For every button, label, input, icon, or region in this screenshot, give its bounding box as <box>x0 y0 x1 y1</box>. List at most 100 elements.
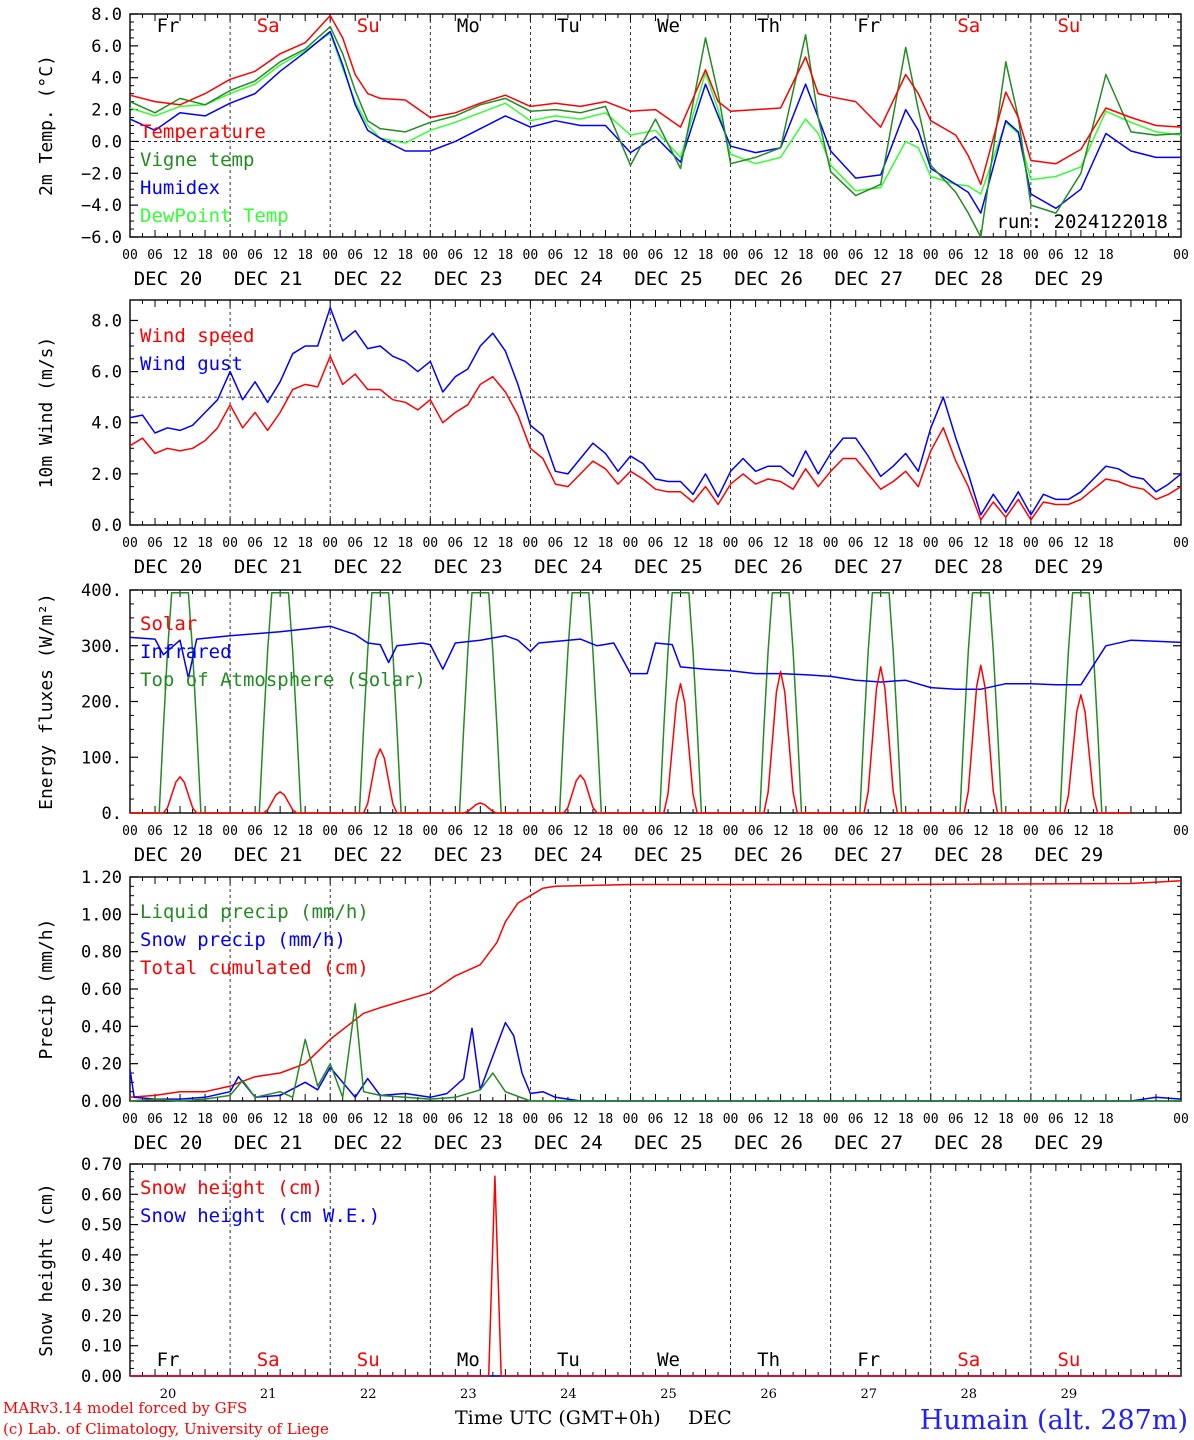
y-tick-label: 1.00 <box>81 905 122 925</box>
y-tick-label: 2.0 <box>91 465 122 485</box>
hour-label: 00 <box>623 824 639 839</box>
y-tick-label: 0.40 <box>81 1017 122 1037</box>
date-label: DEC 20 <box>134 556 203 578</box>
hour-label: 12 <box>873 248 889 263</box>
date-label: DEC 26 <box>734 844 803 866</box>
hour-label: 00 <box>823 536 839 551</box>
legend-entry: Snow precip (mm/h) <box>140 929 346 951</box>
hour-label: 06 <box>147 824 163 839</box>
weekday-label: Tu <box>557 15 580 37</box>
hour-label: 18 <box>898 536 914 551</box>
y-tick-label: 0.60 <box>81 1185 122 1205</box>
y-tick-label: 0.40 <box>81 1246 122 1266</box>
hour-label: 18 <box>498 248 514 263</box>
hour-label: 06 <box>1048 536 1064 551</box>
hour-label: 00 <box>523 1112 539 1127</box>
weekday-label: Sa <box>957 1349 980 1371</box>
hour-label: 18 <box>598 1112 614 1127</box>
hour-label: 12 <box>973 248 989 263</box>
hour-label: 18 <box>898 248 914 263</box>
hour-label: 00 <box>523 536 539 551</box>
y-tick-label: 4.0 <box>91 69 122 89</box>
hour-label: 12 <box>873 536 889 551</box>
weekday-label: Su <box>357 1349 380 1371</box>
energy-panel: 400. 300. 200. 100. 0. Energy fluxes (W/m²) 00… <box>36 581 1189 866</box>
y-tick-label: −6.0 <box>81 228 122 248</box>
y-tick-label: 6.0 <box>91 37 122 57</box>
y-axis-label: 10m Wind (m/s) <box>36 337 57 489</box>
hour-label: 00 <box>623 248 639 263</box>
hour-label: 06 <box>1048 248 1064 263</box>
day-number-label: 23 <box>460 1387 477 1402</box>
series-line-wind-speed <box>129 355 1182 521</box>
hour-label: 12 <box>573 1112 589 1127</box>
hour-label: 00 <box>723 536 739 551</box>
series-line-humidex <box>129 30 1181 214</box>
legend-entry: Vigne temp <box>140 149 254 171</box>
date-label: DEC 24 <box>534 844 603 866</box>
run-annotation: run: 2024122018 <box>996 211 1168 233</box>
date-label: DEC 28 <box>934 844 1003 866</box>
hour-label: 12 <box>773 248 789 263</box>
series-line-wind-gust <box>129 306 1182 516</box>
station-name: Humain (alt. 287m) <box>920 1405 1188 1436</box>
hour-label: 18 <box>1098 536 1114 551</box>
date-label: DEC 26 <box>734 268 803 290</box>
date-label: DEC 27 <box>834 844 903 866</box>
hour-label: 00 <box>923 248 939 263</box>
hour-label: 18 <box>598 536 614 551</box>
y-tick-label: 0.10 <box>81 1337 122 1357</box>
day-number-label: 27 <box>860 1387 877 1402</box>
hour-label: 12 <box>1073 824 1089 839</box>
x-axis-month: DEC <box>688 1407 732 1429</box>
legend-entry: Wind gust <box>140 353 243 375</box>
date-label: DEC 22 <box>334 556 403 578</box>
hour-label: 06 <box>748 248 764 263</box>
hour-label: 00 <box>623 536 639 551</box>
hour-label: 12 <box>573 824 589 839</box>
hour-label: 18 <box>798 1112 814 1127</box>
temperature-panel: 8.0 6.0 4.0 2.0 0.0 −2.0 −4.0 −6.0 2m Temp. (°C)… <box>36 5 1189 290</box>
hour-label: 00 <box>422 536 438 551</box>
x-axis-title: Time UTC (GMT+0h) <box>455 1407 661 1429</box>
hour-label: 18 <box>397 248 413 263</box>
date-label: DEC 23 <box>434 268 503 290</box>
hour-label: 12 <box>873 824 889 839</box>
hour-label: 18 <box>397 824 413 839</box>
hour-label: 06 <box>347 248 363 263</box>
date-label: DEC 22 <box>334 844 403 866</box>
hour-label: 00 <box>422 248 438 263</box>
credit-line-1: MARv3.14 model forced by GFS <box>3 1399 247 1417</box>
y-axis-label: Precip (mm/h) <box>36 919 57 1060</box>
weekday-label: We <box>657 1349 680 1371</box>
hour-label: 06 <box>147 248 163 263</box>
date-label: DEC 20 <box>134 1132 203 1154</box>
hour-label: 06 <box>447 824 463 839</box>
date-label: DEC 25 <box>634 268 703 290</box>
y-tick-label: 0.60 <box>81 980 122 1000</box>
hour-label: 00 <box>723 248 739 263</box>
hour-label: 06 <box>447 536 463 551</box>
weekday-label: Fr <box>157 1349 180 1371</box>
date-label: DEC 25 <box>634 844 703 866</box>
date-label: DEC 29 <box>1035 268 1104 290</box>
y-tick-label: 0.0 <box>91 132 122 152</box>
day-number-label: 24 <box>560 1387 577 1402</box>
hour-label: 06 <box>247 824 263 839</box>
hour-label: 00 <box>422 824 438 839</box>
hour-label: 06 <box>848 536 864 551</box>
hour-label: 12 <box>473 1112 489 1127</box>
hour-label: 06 <box>247 1112 263 1127</box>
hour-label: 18 <box>698 824 714 839</box>
y-axis-label: Snow height (cm) <box>36 1183 57 1356</box>
series-line-snow-precip-mm-h <box>129 1021 1182 1102</box>
hour-label: 18 <box>297 248 313 263</box>
hour-label: 18 <box>397 1112 413 1127</box>
hour-label: 00 <box>1173 824 1189 839</box>
hour-label: 12 <box>973 1112 989 1127</box>
day-number-label: 21 <box>260 1387 277 1402</box>
y-tick-label: 0.00 <box>81 1367 122 1387</box>
legend-entry: Snow height (cm W.E.) <box>140 1205 380 1227</box>
credit-line-2: (c) Lab. of Climatology, University of L… <box>3 1420 329 1438</box>
